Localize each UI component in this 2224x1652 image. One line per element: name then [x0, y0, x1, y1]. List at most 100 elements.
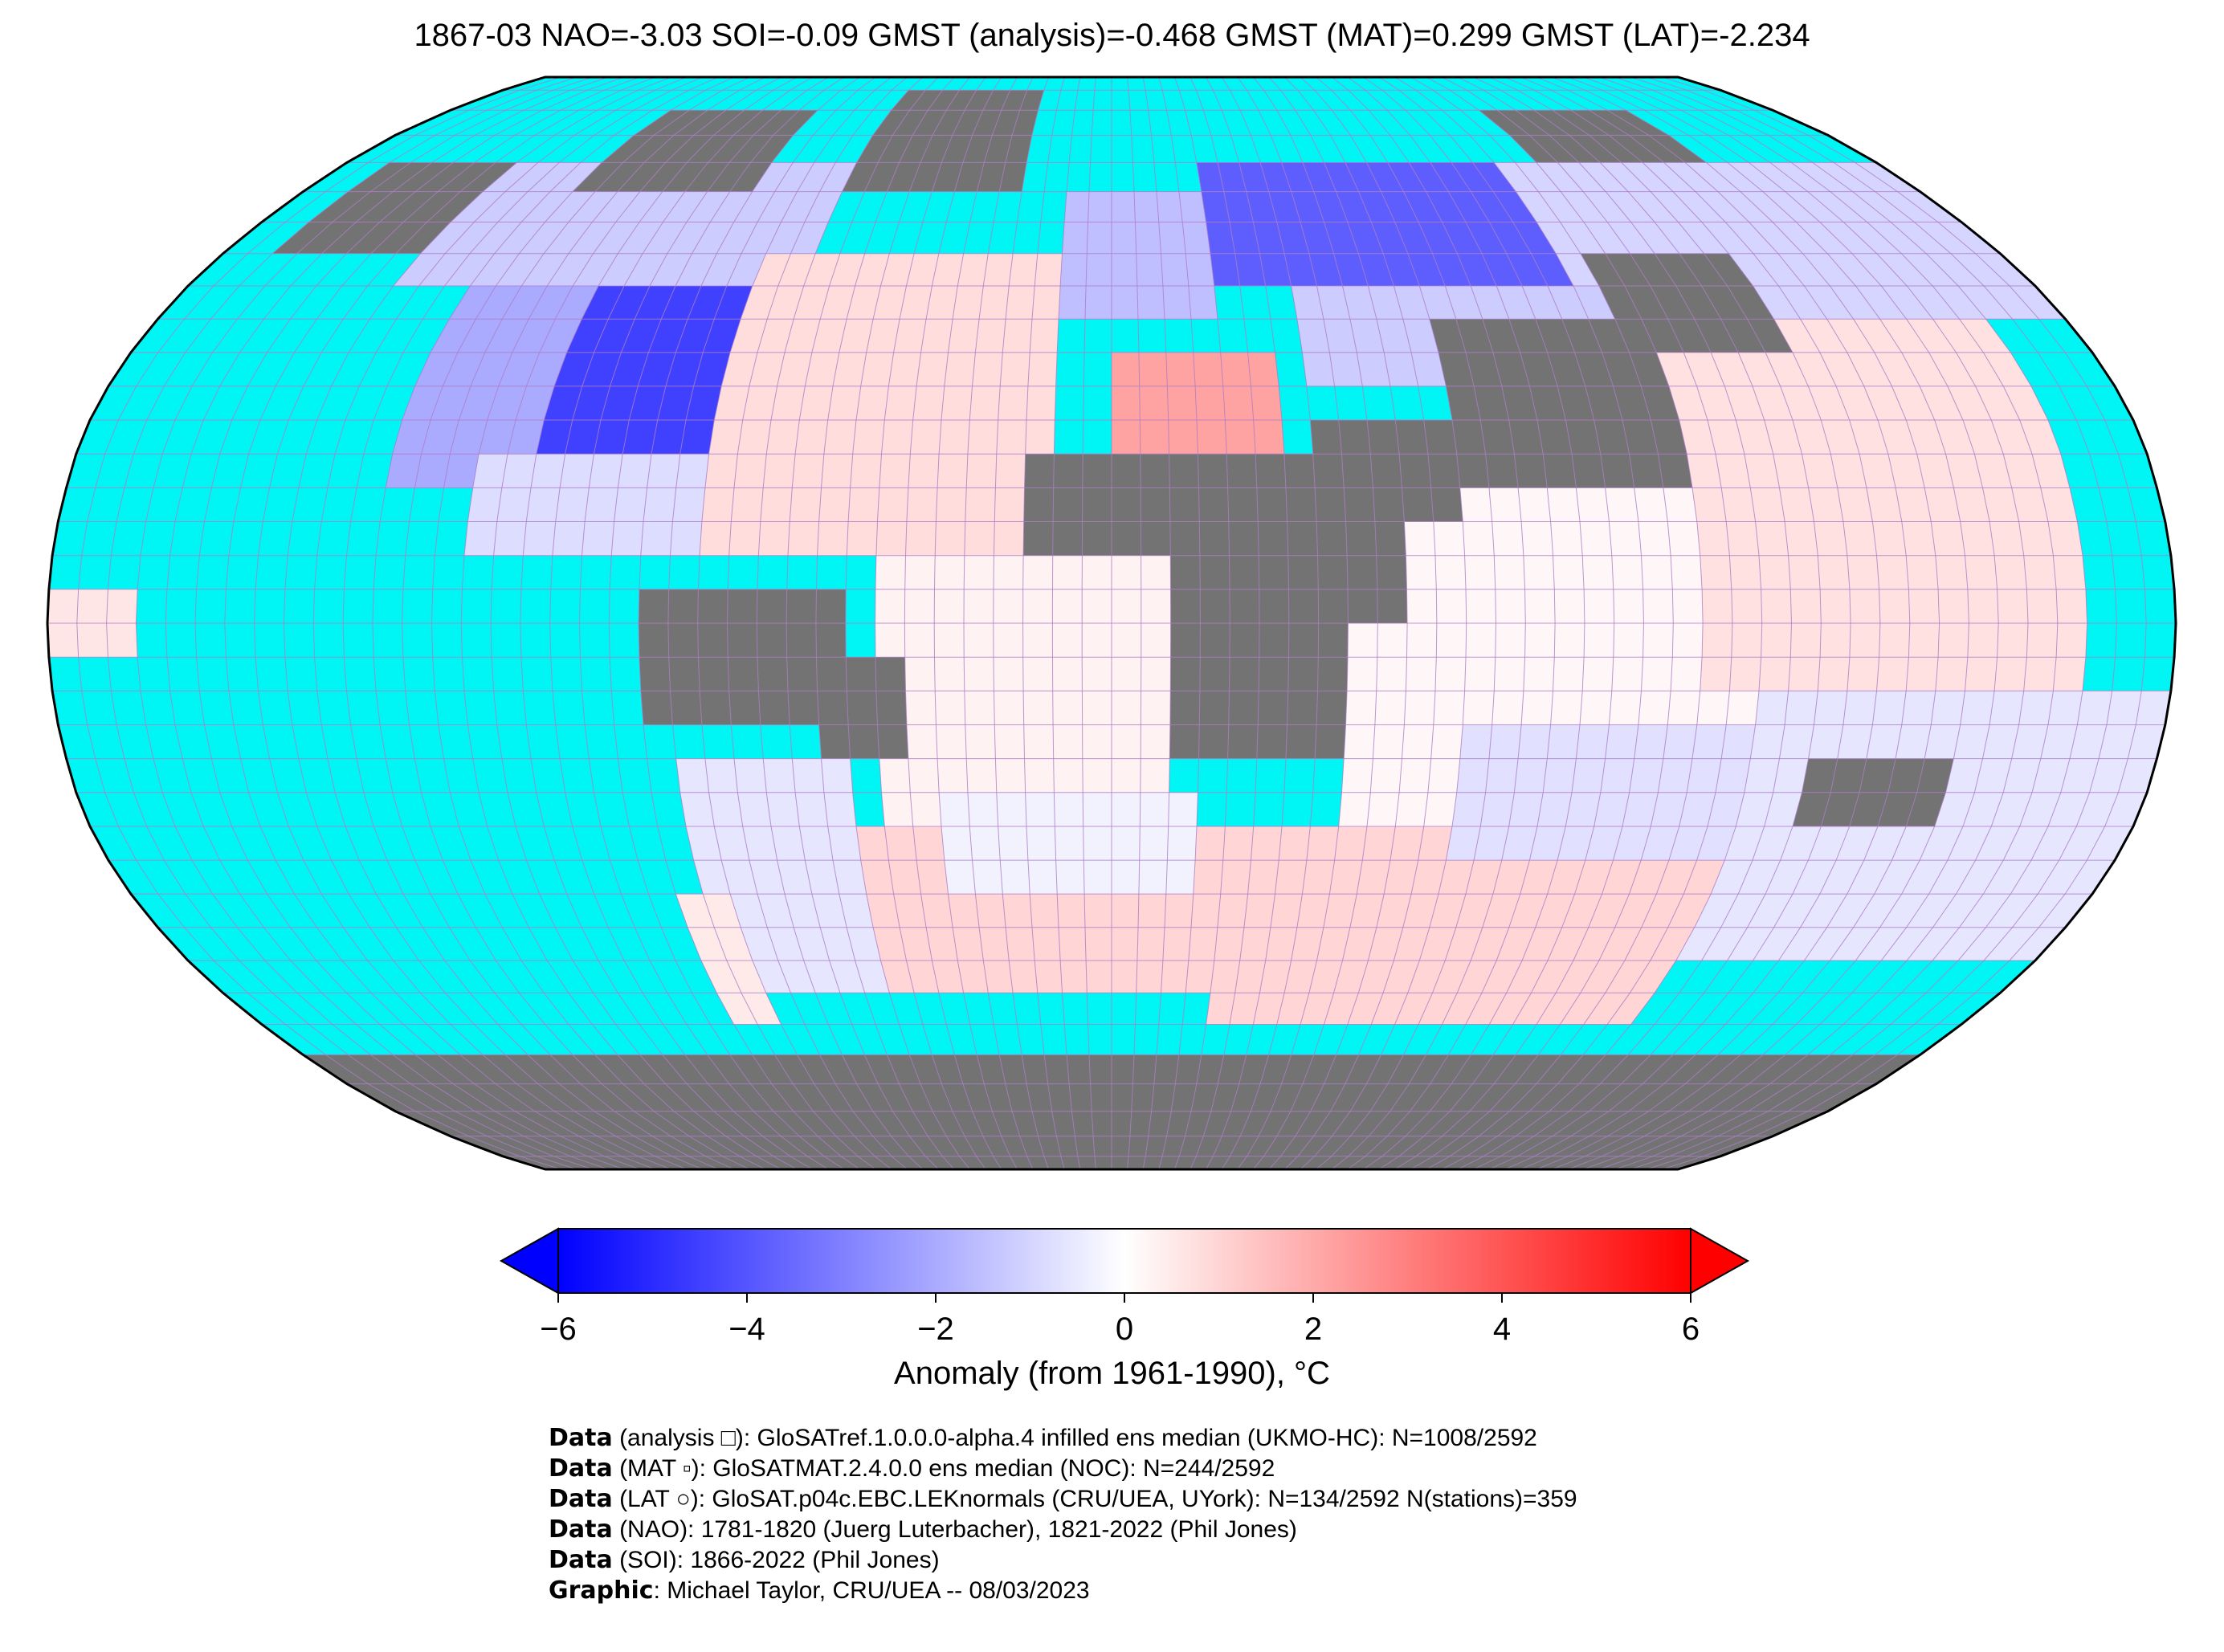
missing-land-cell	[872, 1111, 910, 1136]
missing-land-cell	[1410, 1156, 1451, 1169]
anomaly-cell	[1086, 961, 1112, 993]
anomaly-cell	[1547, 724, 1580, 759]
anomaly-cell	[1989, 521, 2024, 556]
longitude-line	[1614, 77, 2059, 1169]
missing-land-cell	[817, 691, 849, 725]
missing-land-cell	[965, 1136, 994, 1156]
anomaly-cell	[1329, 352, 1363, 386]
anomaly-cell	[1866, 487, 1902, 522]
anomaly-cell	[1613, 589, 1644, 623]
anomaly-cell	[734, 454, 767, 488]
anomaly-cell	[386, 454, 422, 488]
anomaly-cell	[1306, 826, 1339, 861]
anomaly-cell	[1140, 420, 1169, 455]
anomaly-cell	[737, 792, 771, 826]
anomaly-cell	[1000, 352, 1030, 386]
missing-land-cell	[1552, 1156, 1602, 1169]
missing-land-cell	[833, 1111, 873, 1136]
missing-land-cell	[771, 1083, 814, 1112]
anomaly-cell	[493, 521, 527, 556]
anomaly-cell	[1605, 487, 1638, 522]
anomaly-cell	[1506, 961, 1548, 993]
missing-land-cell	[1670, 1136, 1736, 1156]
missing-land-cell	[1704, 253, 1753, 286]
colorbar-tick-label: −2	[917, 1311, 954, 1347]
anomaly-cell	[1826, 894, 1875, 928]
longitude-line	[578, 77, 829, 1169]
missing-land-cell	[1005, 135, 1032, 163]
missing-land-cell	[909, 90, 943, 111]
anomaly-cell	[1820, 589, 1851, 623]
missing-land-cell	[1316, 521, 1348, 556]
anomaly-cell	[758, 521, 790, 556]
anomaly-cell	[1974, 454, 2012, 488]
missing-land-cell	[1287, 691, 1318, 725]
credit-line: Data (analysis □): GloSATref.1.0.0.0-alp…	[549, 1424, 1537, 1452]
anomaly-cell	[730, 319, 768, 353]
missing-land-cell	[1237, 1156, 1264, 1169]
missing-land-cell	[1589, 1083, 1643, 1112]
anomaly-cell	[939, 792, 970, 826]
anomaly-cell	[932, 961, 964, 993]
missing-land-cell	[835, 1083, 873, 1112]
missing-land-cell	[1585, 1136, 1645, 1156]
missing-land-cell	[1370, 1083, 1410, 1112]
missing-land-cell	[984, 1083, 1013, 1112]
anomaly-cell	[704, 758, 738, 793]
anomaly-cell	[829, 961, 865, 993]
anomaly-cell	[639, 191, 685, 222]
missing-land-cell	[707, 1054, 751, 1084]
colorbar-extend-low	[499, 1227, 559, 1295]
anomaly-cell	[2011, 724, 2048, 759]
anomaly-cell	[1651, 191, 1702, 222]
anomaly-cell	[995, 758, 1026, 793]
missing-land-cell	[1430, 1083, 1473, 1112]
missing-land-cell	[1169, 691, 1200, 725]
anomaly-cell	[1853, 894, 1902, 928]
missing-land-cell	[415, 162, 475, 192]
anomaly-cell	[1347, 657, 1377, 691]
missing-land-cell	[713, 110, 763, 136]
anomaly-cell	[1141, 691, 1171, 725]
anomaly-cell	[766, 792, 800, 826]
missing-land-cell	[1808, 1083, 1877, 1112]
missing-land-cell	[524, 1136, 588, 1156]
missing-land-cell	[639, 589, 669, 623]
anomaly-cell	[1210, 961, 1240, 993]
missing-land-cell	[1430, 1054, 1471, 1084]
anomaly-cell	[555, 286, 599, 320]
anomaly-cell	[1931, 521, 1965, 556]
anomaly-cell	[1112, 286, 1138, 320]
anomaly-cell	[675, 319, 715, 353]
anomaly-cell	[1418, 222, 1458, 254]
anomaly-cell	[2056, 589, 2087, 623]
anomaly-cell	[1613, 623, 1644, 658]
anomaly-cell	[1928, 860, 1976, 895]
anomaly-cell	[1934, 420, 1975, 455]
missing-land-cell	[1199, 521, 1230, 556]
anomaly-cell	[1879, 589, 1910, 623]
missing-land-cell	[356, 191, 416, 222]
missing-land-cell	[1019, 1136, 1044, 1156]
anomaly-cell	[1994, 657, 2027, 691]
missing-land-cell	[1442, 1111, 1490, 1136]
anomaly-cell	[1975, 826, 2020, 861]
anomaly-cell	[1622, 792, 1659, 826]
anomaly-cell	[1761, 623, 1792, 658]
anomaly-cell	[1932, 927, 1986, 961]
missing-land-cell	[1291, 1083, 1324, 1112]
anomaly-cell	[752, 162, 794, 192]
missing-land-cell	[1452, 420, 1486, 455]
anomaly-cell	[972, 860, 1003, 895]
missing-land-cell	[1227, 487, 1259, 522]
missing-land-cell	[1280, 1136, 1314, 1156]
longitude-line	[490, 77, 781, 1169]
anomaly-cell	[1230, 993, 1260, 1025]
anomaly-cell	[2136, 691, 2171, 725]
anomaly-cell	[555, 487, 590, 522]
anomaly-cell	[1489, 993, 1532, 1025]
anomaly-cell	[1480, 792, 1515, 826]
anomaly-cell	[2056, 623, 2087, 658]
anomaly-cell	[1576, 487, 1610, 522]
missing-land-cell	[816, 657, 847, 691]
